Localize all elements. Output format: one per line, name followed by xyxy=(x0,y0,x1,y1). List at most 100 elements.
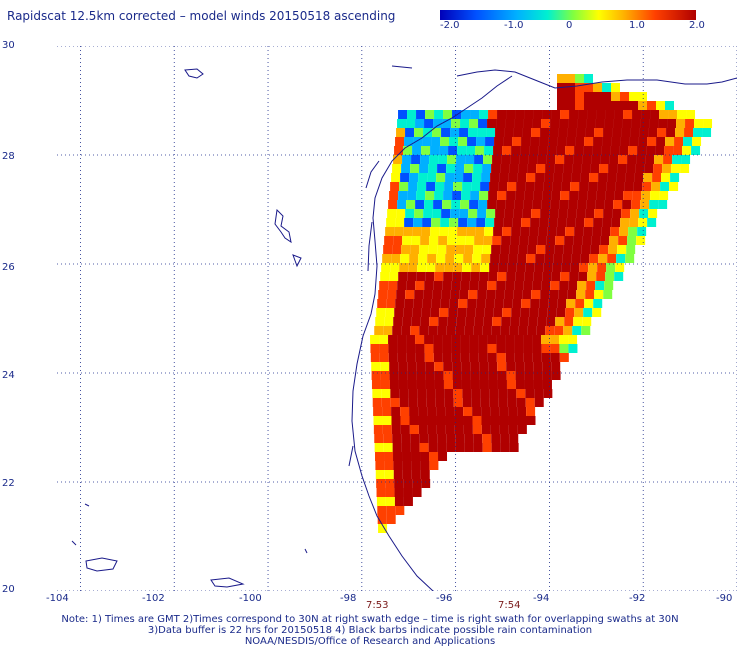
wind-cell xyxy=(445,254,455,263)
wind-cell xyxy=(496,344,506,353)
wind-cell xyxy=(595,119,605,128)
wind-cell xyxy=(449,137,459,146)
wind-cell xyxy=(560,110,570,119)
longitude-label: -92 xyxy=(629,593,646,604)
wind-cell xyxy=(672,155,682,164)
wind-cell xyxy=(591,155,601,164)
wind-cell xyxy=(399,263,409,272)
wind-cell xyxy=(402,155,412,164)
wind-cell xyxy=(502,146,512,155)
wind-cell xyxy=(415,353,425,362)
wind-cell xyxy=(442,344,452,353)
wind-cell xyxy=(692,137,702,146)
wind-cell xyxy=(552,182,562,191)
wind-cell xyxy=(648,209,658,218)
wind-cell xyxy=(524,191,534,200)
wind-cell xyxy=(623,191,633,200)
wind-cell xyxy=(523,344,533,353)
wind-cell xyxy=(513,128,523,137)
wind-cell xyxy=(428,434,438,443)
wind-cell xyxy=(428,164,438,173)
wind-cell xyxy=(429,236,439,245)
wind-cell xyxy=(482,164,492,173)
wind-cell xyxy=(409,173,419,182)
wind-cell xyxy=(373,425,383,434)
wind-cell xyxy=(574,308,584,317)
wind-cell xyxy=(525,389,535,398)
wind-cell xyxy=(391,173,401,182)
latitude-label: 30 xyxy=(2,40,15,51)
wind-cell xyxy=(515,362,525,371)
wind-cell xyxy=(397,353,407,362)
wind-cell xyxy=(510,155,520,164)
wind-cell xyxy=(497,272,507,281)
wind-cell xyxy=(567,290,577,299)
wind-cell xyxy=(472,407,482,416)
wind-cell xyxy=(440,137,450,146)
wind-cell xyxy=(414,290,424,299)
wind-cell xyxy=(466,146,476,155)
wind-cell xyxy=(594,290,604,299)
wind-cell xyxy=(556,146,566,155)
wind-cell xyxy=(412,146,422,155)
wind-cell xyxy=(381,398,391,407)
wind-cell xyxy=(492,317,502,326)
wind-cell xyxy=(442,353,452,362)
wind-cell xyxy=(557,218,567,227)
wind-cell xyxy=(375,461,385,470)
wind-cell xyxy=(457,146,467,155)
wind-cell xyxy=(434,362,444,371)
wind-cell xyxy=(422,299,432,308)
wind-cell xyxy=(539,218,549,227)
wind-cell xyxy=(666,128,676,137)
wind-cell xyxy=(592,227,602,236)
wind-cell xyxy=(509,245,519,254)
wind-cell xyxy=(566,299,576,308)
wind-cell xyxy=(480,398,490,407)
wind-cell xyxy=(603,128,613,137)
wind-cell xyxy=(566,218,576,227)
wind-cell xyxy=(454,416,464,425)
wind-cell xyxy=(478,200,488,209)
wind-cell xyxy=(565,227,575,236)
wind-cell xyxy=(653,164,663,173)
wind-cell xyxy=(555,236,565,245)
wind-cell xyxy=(628,227,638,236)
wind-cell xyxy=(425,272,435,281)
wind-cell xyxy=(385,497,395,506)
colorbar-tick-label: 2.0 xyxy=(689,20,705,31)
wind-cell xyxy=(593,137,603,146)
wind-cell xyxy=(376,488,386,497)
wind-cell xyxy=(501,155,511,164)
wind-cell xyxy=(443,380,453,389)
wind-cell xyxy=(469,335,479,344)
wind-cell xyxy=(659,191,669,200)
wind-cell xyxy=(623,110,633,119)
wind-cell xyxy=(478,119,488,128)
wind-cell xyxy=(483,155,493,164)
wind-cell xyxy=(416,110,426,119)
wind-cell xyxy=(427,254,437,263)
wind-cell xyxy=(478,335,488,344)
wind-cell xyxy=(470,371,480,380)
wind-cell xyxy=(703,119,713,128)
wind-cell xyxy=(398,272,408,281)
wind-cell xyxy=(424,335,434,344)
wind-cell xyxy=(393,236,403,245)
wind-cell xyxy=(459,128,469,137)
wind-cell xyxy=(571,254,581,263)
wind-cell xyxy=(615,182,625,191)
wind-cell xyxy=(415,344,425,353)
wind-cell xyxy=(509,326,519,335)
wind-cell xyxy=(464,164,474,173)
wind-cell xyxy=(548,299,558,308)
wind-cell xyxy=(620,92,629,101)
wind-cell xyxy=(637,227,647,236)
wind-cell xyxy=(502,227,512,236)
wind-cell xyxy=(611,92,620,101)
wind-cell xyxy=(604,200,614,209)
wind-cell xyxy=(456,236,466,245)
wind-cell xyxy=(392,245,402,254)
wind-cell xyxy=(382,425,392,434)
wind-cell xyxy=(611,137,621,146)
